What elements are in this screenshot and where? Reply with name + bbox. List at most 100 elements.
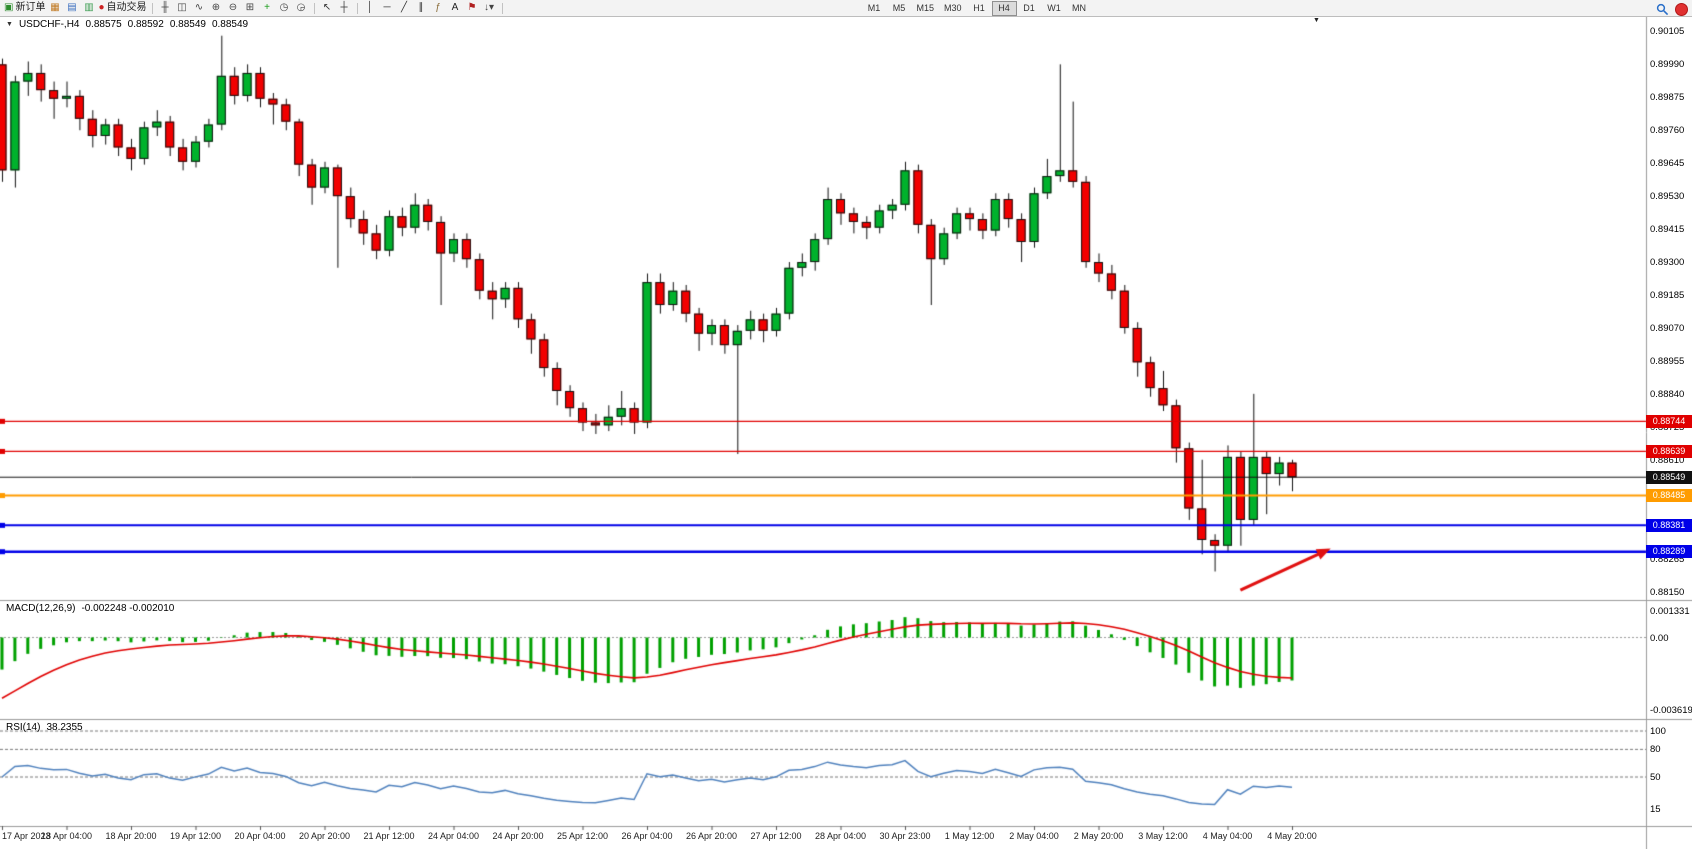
price-axis-label: 0.88955	[1650, 355, 1685, 367]
time-axis-label: 20 Apr 20:00	[298, 831, 351, 841]
chart-shift-marker-icon: ▼	[1313, 17, 1320, 24]
macd-indicator-values: -0.002248 -0.002010	[81, 603, 175, 614]
new-order-button-glyph: ▣	[4, 2, 14, 13]
horizontal-line-icon[interactable]: ─	[379, 1, 396, 15]
vertical-line-icon-glyph: │	[366, 2, 374, 13]
zoom-in-icon-glyph: ⊕	[211, 2, 221, 13]
time-axis-label: 27 Apr 12:00	[750, 831, 802, 841]
price-badge-0.88485: 0.88485	[1646, 489, 1692, 503]
time-axis-label: 24 Apr 04:00	[427, 831, 480, 841]
periods-icon[interactable]: ◷	[276, 1, 293, 15]
chart-close-value: 0.88549	[211, 19, 249, 30]
equidistant-channel-icon-glyph: ∥	[418, 2, 424, 13]
vertical-line-icon[interactable]: │	[362, 1, 379, 15]
zoom-out-icon[interactable]: ⊖	[225, 1, 242, 15]
tf-button-mn[interactable]: MN	[1072, 3, 1087, 13]
bar-chart-type-icon-glyph: ╫	[161, 2, 169, 13]
navigator-icon-glyph: ▥	[84, 2, 94, 13]
tf-button-m15[interactable]: M15	[916, 3, 935, 13]
charts-icon[interactable]: ▦	[46, 1, 63, 15]
price-axis-label: 0.88265	[1650, 553, 1685, 565]
toolbar-separator	[313, 2, 315, 14]
time-axis-label: 24 Apr 20:00	[492, 831, 544, 841]
periods-icon-glyph: ◷	[279, 2, 289, 13]
toolbar-group: │ ─ ╱ ∥ ƒ A ⚑ ↓▾	[362, 1, 498, 15]
price-badge-0.88549: 0.88549	[1646, 470, 1692, 484]
indicators-icon[interactable]: +	[259, 1, 276, 15]
tile-windows-icon[interactable]: ⊞	[242, 1, 259, 15]
price-axis-label: 0.89185	[1650, 290, 1685, 301]
rsi-axis-label: 100	[1650, 726, 1666, 737]
trendline-icon[interactable]: ╱	[396, 1, 413, 15]
price-axis-label: 0.89760	[1650, 125, 1685, 137]
candlestick-type-icon[interactable]: ◫	[174, 1, 191, 15]
text-icon[interactable]: A	[447, 1, 464, 15]
line-chart-type-icon-glyph: ∿	[194, 2, 204, 13]
equidistant-channel-icon[interactable]: ∥	[413, 1, 430, 15]
autotrading-button[interactable]: ● 自动交易	[97, 1, 147, 15]
chart-ohlc-header: ▼ USDCHF-,H4 0.88575 0.88592 0.88549 0.8…	[6, 19, 248, 30]
toolbar-separator	[151, 2, 153, 14]
tile-windows-icon-glyph: ⊞	[245, 2, 255, 13]
tf-button-w1[interactable]: W1	[1047, 3, 1061, 13]
fibonacci-icon[interactable]: ƒ	[430, 1, 447, 15]
autotrading-button-glyph: ●	[98, 2, 105, 13]
time-axis-label: 26 Apr 20:00	[685, 831, 738, 841]
price-badge-0.88381: 0.88381	[1646, 518, 1692, 532]
macd-axis-label: 0.001331	[1650, 605, 1690, 617]
price-axis-label: 0.88610	[1650, 454, 1685, 466]
toolbar-right	[1654, 2, 1690, 16]
price-axis-label: 0.88840	[1650, 388, 1685, 400]
toolbar-separator	[501, 2, 503, 14]
tf-button-h4[interactable]: H4	[991, 0, 1017, 16]
crosshair-icon-glyph: ┼	[340, 2, 348, 13]
rsi-axis-label: 80	[1650, 744, 1661, 756]
time-axis-label: 26 Apr 04:00	[621, 831, 673, 841]
price-axis-label: 0.89415	[1650, 224, 1685, 236]
horizontal-line-icon-glyph: ─	[383, 2, 391, 13]
label-icon[interactable]: ⚑	[464, 1, 481, 15]
market-watch-icon-glyph: ▤	[67, 2, 77, 13]
navigator-icon[interactable]: ▥	[80, 1, 97, 15]
cursor-icon[interactable]: ↖	[319, 1, 336, 15]
search-icon[interactable]	[1654, 2, 1671, 16]
zoom-in-icon[interactable]: ⊕	[208, 1, 225, 15]
trendline-icon-glyph: ╱	[400, 2, 408, 13]
price-axis-label: 0.89990	[1650, 59, 1685, 71]
price-badge-0.88744: 0.88744	[1646, 414, 1692, 428]
tf-button-d1[interactable]: D1	[1023, 3, 1035, 13]
line-chart-type-icon[interactable]: ∿	[191, 1, 208, 15]
macd-header: MACD(12,26,9) -0.002248 -0.002010	[6, 603, 174, 614]
time-axis-label: 21 Apr 12:00	[363, 831, 415, 841]
market-watch-icon[interactable]: ▤	[63, 1, 80, 15]
tf-button-m5[interactable]: M5	[892, 3, 906, 13]
crosshair-icon[interactable]: ┼	[336, 1, 353, 15]
new-order-button[interactable]: ▣ 新订单	[3, 1, 46, 15]
macd-axis-label: 0.00	[1650, 632, 1669, 644]
arrows-dropdown-icon[interactable]: ↓▾	[481, 1, 498, 15]
bar-chart-type-icon[interactable]: ╫	[157, 1, 174, 15]
tf-button-h1[interactable]: H1	[973, 3, 985, 13]
price-axis-label: 0.89300	[1650, 257, 1685, 269]
chart-low-value: 0.88549	[169, 19, 206, 30]
templates-icon-glyph: ◶	[296, 2, 306, 13]
tf-button-m1[interactable]: M1	[867, 3, 881, 13]
price-axis-label: 0.89875	[1650, 92, 1685, 104]
alert-icon[interactable]	[1675, 2, 1688, 16]
macd-axis-label: -0.003619	[1650, 704, 1692, 716]
toolbar-group: ▣ 新订单 ▦ ▤ ▥ ● 自动交易	[3, 1, 148, 15]
cursor-icon-glyph: ↖	[322, 2, 332, 13]
toolbar-group: ↖ ┼	[319, 1, 353, 15]
candlestick-type-icon-glyph: ◫	[177, 2, 187, 13]
tf-button-m30[interactable]: M30	[944, 3, 962, 13]
price-axis-label: 0.89645	[1650, 158, 1685, 170]
rsi-axis-label: 50	[1650, 772, 1661, 783]
templates-icon[interactable]: ◶	[293, 1, 310, 15]
time-axis-label: 4 May 20:00	[1267, 831, 1317, 841]
time-axis-label: 1 May 12:00	[944, 831, 995, 841]
time-axis-label: 28 Apr 04:00	[814, 831, 867, 841]
price-axis-label: 0.89070	[1650, 322, 1685, 334]
symbol-dropdown-icon[interactable]: ▼	[6, 21, 13, 28]
